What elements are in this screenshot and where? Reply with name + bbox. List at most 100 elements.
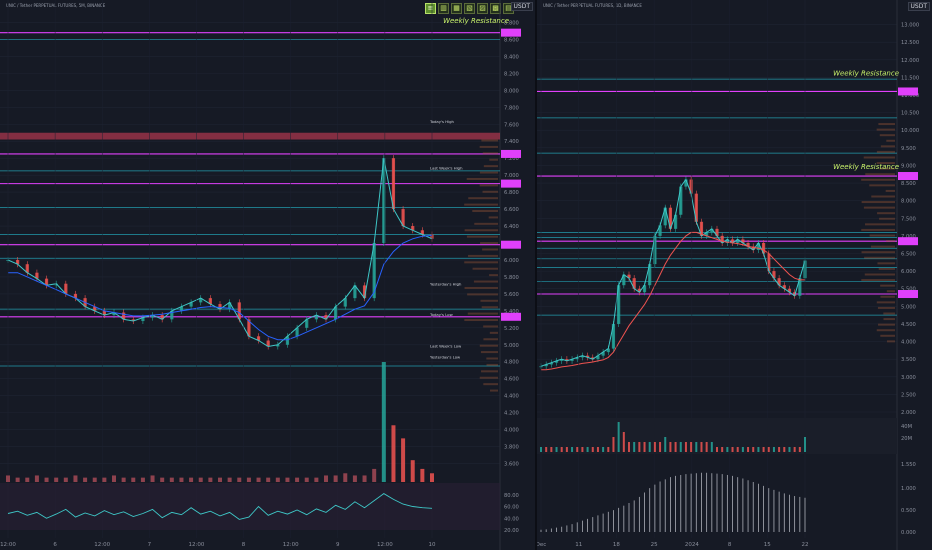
volume-profile-bar — [464, 261, 498, 264]
left-currency-label[interactable]: USDT — [510, 2, 533, 11]
left-chart-pane[interactable]: UNIC / Tether PERPETUAL FUTURES, 5M, BIN… — [0, 0, 537, 550]
right-chart-pane[interactable]: UNIC / Tether PERPETUAL FUTURES, 1D, BIN… — [537, 0, 932, 550]
series-line-0 — [7, 158, 433, 348]
volume-bar — [189, 477, 194, 482]
candle-body — [570, 359, 574, 361]
candle-body — [372, 243, 376, 299]
volume-profile-bar — [467, 293, 498, 296]
left-chart-header: UNIC / Tether PERPETUAL FUTURES, 5M, BIN… — [6, 3, 106, 8]
candle-body — [353, 285, 357, 299]
volume-profile-bar — [879, 167, 895, 170]
volume-profile-bar — [482, 248, 498, 251]
toolbar-button-3[interactable]: ▧ — [464, 3, 475, 14]
candle-body — [324, 315, 328, 320]
candle-body — [575, 357, 579, 360]
volume-profile-bar — [474, 222, 498, 225]
volume-profile-bar — [883, 318, 895, 321]
candle-body — [554, 360, 559, 363]
volume-bar — [102, 477, 107, 482]
candle-body — [627, 274, 631, 279]
volume-profile-bar — [861, 178, 895, 181]
volume-profile-bar — [876, 150, 895, 153]
candle-body — [637, 288, 641, 293]
candle-body — [401, 209, 405, 227]
candle-body — [668, 207, 673, 229]
volume-bar — [591, 447, 594, 452]
candle-body — [751, 246, 755, 250]
volume-profile-bar — [887, 340, 895, 343]
volume-profile-bar — [479, 145, 498, 148]
volume-bar — [659, 442, 662, 452]
volume-profile-bar — [876, 128, 895, 131]
volume-bar — [648, 442, 651, 452]
volume-bar — [362, 475, 367, 482]
volume-profile-bar — [883, 312, 895, 315]
right-chart-svg: 13.000 12.500 12.000 11.500 11.000 10.500 10.0… — [537, 0, 919, 550]
indicator-tick-label: 1.550 — [901, 462, 916, 468]
x-tick-label: 15 — [764, 542, 771, 548]
volume-bar — [788, 447, 791, 452]
volume-bar — [726, 447, 729, 452]
toolbar-button-2[interactable]: ▦ — [451, 3, 462, 14]
volume-tick-label: 20M — [901, 436, 912, 442]
volume-bar — [705, 442, 708, 452]
volume-bar — [772, 447, 775, 452]
candle-body — [314, 315, 318, 320]
candle-body — [725, 239, 729, 243]
oscillator-tick-label: 20.00 — [504, 528, 519, 534]
volume-bar — [700, 442, 703, 452]
oscillator-tick-label: 60.00 — [504, 505, 519, 511]
left-chart-svg: 8.800 8.600 8.400 8.200 8.000 7.800 7.600 7.400… — [0, 0, 521, 550]
volume-profile-bar — [870, 245, 895, 248]
volume-bar — [762, 447, 765, 452]
volume-profile-bar — [885, 189, 895, 192]
volume-profile-bar — [877, 306, 895, 309]
candle-body — [761, 242, 766, 254]
y-tick-label: 9.500 — [901, 146, 916, 152]
toolbar-button-0[interactable]: ≡ — [425, 3, 436, 14]
y-tick-label: 8.800 — [504, 20, 519, 26]
volume-bar — [560, 447, 563, 452]
volume-bar — [643, 442, 646, 452]
volume-profile-bar — [479, 344, 498, 347]
candle-body — [767, 253, 771, 272]
candle-body — [411, 226, 415, 231]
volume-profile-bar — [483, 383, 498, 386]
y-tick-label: 4.000 — [504, 428, 519, 434]
oscillator-tick-label: 80.00 — [504, 493, 519, 499]
candle-body — [705, 232, 709, 236]
magenta-price-marker — [501, 179, 521, 188]
y-tick-label: 6.800 — [504, 190, 519, 196]
candle-body — [699, 221, 704, 236]
candle-body — [746, 242, 750, 247]
x-tick-label: 12:00 — [283, 542, 299, 548]
toolbar-button-1[interactable]: ▥ — [438, 3, 449, 14]
volume-bar — [596, 447, 599, 452]
volume-profile-bar — [878, 323, 895, 326]
candle-body — [549, 362, 553, 365]
volume-profile-bar — [480, 299, 498, 302]
volume-bar — [633, 442, 636, 452]
y-tick-label: 5.200 — [504, 326, 519, 332]
volume-bar — [741, 447, 744, 452]
volume-profile-bar — [480, 351, 498, 354]
volume-profile-bar — [467, 312, 498, 315]
right-currency-label[interactable]: USDT — [907, 2, 930, 11]
candle-body — [606, 348, 610, 353]
candle-body — [601, 352, 605, 356]
y-tick-label: 4.800 — [504, 360, 519, 366]
x-tick-label: 18 — [613, 542, 620, 548]
volume-bar — [131, 477, 136, 482]
volume-profile-bar — [869, 184, 895, 187]
volume-bar — [25, 477, 30, 482]
volume-profile-bar — [479, 376, 498, 379]
y-tick-label: 4.600 — [504, 377, 519, 383]
candle-body — [73, 293, 78, 299]
y-tick-label: 10.000 — [901, 128, 919, 134]
x-tick-label: 11 — [575, 542, 582, 548]
volume-profile-bar — [489, 158, 498, 161]
toolbar-button-4[interactable]: ▨ — [477, 3, 488, 14]
volume-profile-bar — [865, 223, 895, 226]
volume-bar — [314, 477, 319, 482]
volume-bar — [140, 477, 145, 482]
